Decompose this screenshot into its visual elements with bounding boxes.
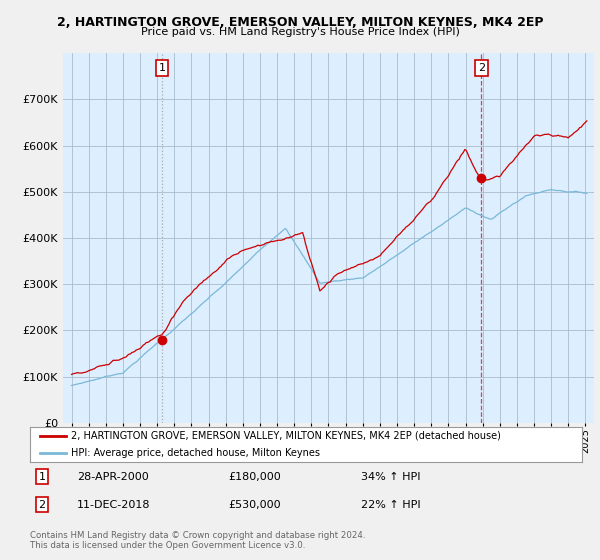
Bar: [481, 53, 594, 423]
Text: 1: 1: [38, 472, 46, 482]
Text: 11-DEC-2018: 11-DEC-2018: [77, 500, 151, 510]
Text: Price paid vs. HM Land Registry's House Price Index (HPI): Price paid vs. HM Land Registry's House …: [140, 27, 460, 37]
Text: 1: 1: [158, 63, 166, 73]
Text: Contains HM Land Registry data © Crown copyright and database right 2024.: Contains HM Land Registry data © Crown c…: [30, 531, 365, 540]
Text: 2: 2: [38, 500, 46, 510]
Text: 2, HARTINGTON GROVE, EMERSON VALLEY, MILTON KEYNES, MK4 2EP: 2, HARTINGTON GROVE, EMERSON VALLEY, MIL…: [57, 16, 543, 29]
Text: £180,000: £180,000: [229, 472, 281, 482]
Text: 2: 2: [478, 63, 485, 73]
Text: This data is licensed under the Open Government Licence v3.0.: This data is licensed under the Open Gov…: [30, 541, 305, 550]
Text: 34% ↑ HPI: 34% ↑ HPI: [361, 472, 421, 482]
Text: HPI: Average price, detached house, Milton Keynes: HPI: Average price, detached house, Milt…: [71, 449, 320, 458]
Text: 28-APR-2000: 28-APR-2000: [77, 472, 149, 482]
Text: £530,000: £530,000: [229, 500, 281, 510]
Text: 2, HARTINGTON GROVE, EMERSON VALLEY, MILTON KEYNES, MK4 2EP (detached house): 2, HARTINGTON GROVE, EMERSON VALLEY, MIL…: [71, 431, 501, 441]
Text: 22% ↑ HPI: 22% ↑ HPI: [361, 500, 421, 510]
